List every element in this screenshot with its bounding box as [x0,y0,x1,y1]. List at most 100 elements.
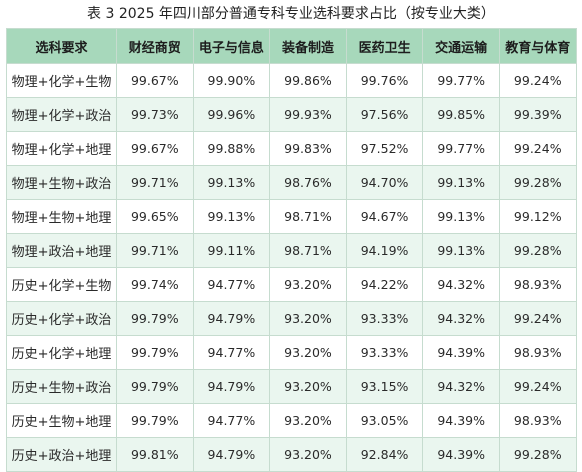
table-row: 历史+化学+地理 99.79% 94.77% 93.20% 93.33% 94.39% 98… [6,335,577,370]
table-cell: 99.96% [192,97,271,132]
table-cell: 93.20% [269,335,347,370]
table-cell: 94.32% [422,301,500,336]
table-row: 物理+政治+地理 99.71% 99.11% 98.71% 94.19% 99.13% 99… [6,233,577,268]
table-cell: 99.39% [498,97,577,132]
table-cell: 93.15% [345,369,424,404]
row-label: 历史+生物+政治 [6,369,117,404]
table-cell: 94.79% [192,301,271,336]
row-label: 物理+生物+地理 [6,199,117,234]
table-cell: 97.56% [345,97,424,132]
table-cell: 94.32% [422,369,500,404]
row-label: 物理+化学+地理 [6,131,117,166]
table-cell: 99.79% [116,301,194,336]
table-cell: 99.11% [192,233,271,268]
table-row: 物理+生物+地理 99.65% 99.13% 98.71% 94.67% 99.13% 99… [6,199,577,234]
header-finance-trade: 财经商贸 [116,28,194,64]
table-row: 物理+化学+政治 99.73% 99.96% 99.93% 97.56% 99.85% 99… [6,97,577,132]
table-row: 物理+化学+生物 99.67% 99.90% 99.86% 99.76% 99.77% 99… [6,63,577,98]
table-cell: 99.85% [422,97,500,132]
table-cell: 99.79% [116,335,194,370]
table-cell: 99.77% [422,63,500,98]
table-cell: 99.28% [498,165,577,200]
table-cell: 99.24% [498,301,577,336]
table-cell: 93.20% [269,267,347,302]
table-cell: 99.88% [192,131,271,166]
table-row: 历史+生物+地理 99.79% 94.77% 93.20% 93.05% 94.39% 98… [6,403,577,438]
major-requirement-table: 选科要求 财经商贸 电子与信息 装备制造 医药卫生 交通运输 教育与体育 物理+… [6,28,577,472]
table-cell: 99.77% [422,131,500,166]
table-cell: 99.79% [116,369,194,404]
table-cell: 97.52% [345,131,424,166]
table-cell: 98.93% [498,335,577,370]
table-row: 历史+化学+生物 99.74% 94.77% 93.20% 94.22% 94.32% 98… [6,267,577,302]
table-cell: 92.84% [345,437,424,472]
table-cell: 93.20% [269,403,347,438]
table-row: 物理+生物+政治 99.71% 99.13% 98.76% 94.70% 99.13% 99… [6,165,577,200]
row-label: 物理+政治+地理 [6,233,117,268]
table-cell: 99.24% [498,369,577,404]
row-label: 物理+化学+生物 [6,63,117,98]
table-cell: 99.13% [422,233,500,268]
table-cell: 99.71% [116,165,194,200]
table-cell: 94.19% [345,233,424,268]
table-cell: 99.12% [498,199,577,234]
table-cell: 93.20% [269,437,347,472]
table-cell: 99.93% [269,97,347,132]
table-cell: 98.93% [498,403,577,438]
row-label: 历史+化学+地理 [6,335,117,370]
table-cell: 94.77% [192,403,271,438]
table-cell: 99.79% [116,403,194,438]
header-education-sports: 教育与体育 [498,28,577,64]
table-cell: 94.39% [422,403,500,438]
table-header-row: 选科要求 财经商贸 电子与信息 装备制造 医药卫生 交通运输 教育与体育 [6,28,577,64]
header-equipment-manufacturing: 装备制造 [269,28,347,64]
table-cell: 93.05% [345,403,424,438]
row-label: 历史+生物+地理 [6,403,117,438]
header-medicine-health: 医药卫生 [345,28,424,64]
table-cell: 99.83% [269,131,347,166]
table-cell: 94.39% [422,335,500,370]
table-cell: 99.24% [498,131,577,166]
table-cell: 94.39% [422,437,500,472]
table-cell: 99.90% [192,63,271,98]
table-cell: 94.77% [192,335,271,370]
table-cell: 98.76% [269,165,347,200]
table-row: 物理+化学+地理 99.67% 99.88% 99.83% 97.52% 99.77% 99… [6,131,577,166]
row-label: 物理+生物+政治 [6,165,117,200]
table-caption: 表 3 2025 年四川部分普通专科专业选科要求占比（按专业大类） [87,6,495,22]
table-cell: 99.71% [116,233,194,268]
table-cell: 93.33% [345,301,424,336]
table-cell: 99.28% [498,437,577,472]
table-cell: 94.77% [192,267,271,302]
row-label: 物理+化学+政治 [6,97,117,132]
table-cell: 99.13% [422,165,500,200]
table-cell: 93.33% [345,335,424,370]
table-row: 历史+生物+政治 99.79% 94.79% 93.20% 93.15% 94.32% 99… [6,369,577,404]
header-transportation: 交通运输 [422,28,500,64]
table-cell: 93.20% [269,369,347,404]
table-cell: 94.70% [345,165,424,200]
table-cell: 99.13% [192,199,271,234]
table-row: 历史+化学+政治 99.79% 94.79% 93.20% 93.33% 94.32% 99… [6,301,577,336]
table-cell: 93.20% [269,301,347,336]
table-cell: 94.79% [192,369,271,404]
table-cell: 94.67% [345,199,424,234]
table-cell: 94.79% [192,437,271,472]
header-subject-requirement: 选科要求 [6,28,117,64]
table-cell: 99.73% [116,97,194,132]
row-label: 历史+化学+政治 [6,301,117,336]
table-cell: 99.67% [116,131,194,166]
table-row: 历史+政治+地理 99.81% 94.79% 93.20% 92.84% 94.39% 99… [6,437,577,472]
table-body: 物理+化学+生物 99.67% 99.90% 99.86% 99.76% 99.77% 99… [6,63,577,472]
table-cell: 94.22% [345,267,424,302]
table-cell: 99.76% [345,63,424,98]
table-cell: 99.81% [116,437,194,472]
table-cell: 99.13% [192,165,271,200]
table-cell: 94.32% [422,267,500,302]
table-cell: 98.71% [269,199,347,234]
row-label: 历史+政治+地理 [6,437,117,472]
table-cell: 98.71% [269,233,347,268]
table-cell: 99.13% [422,199,500,234]
row-label: 历史+化学+生物 [6,267,117,302]
table-cell: 98.93% [498,267,577,302]
